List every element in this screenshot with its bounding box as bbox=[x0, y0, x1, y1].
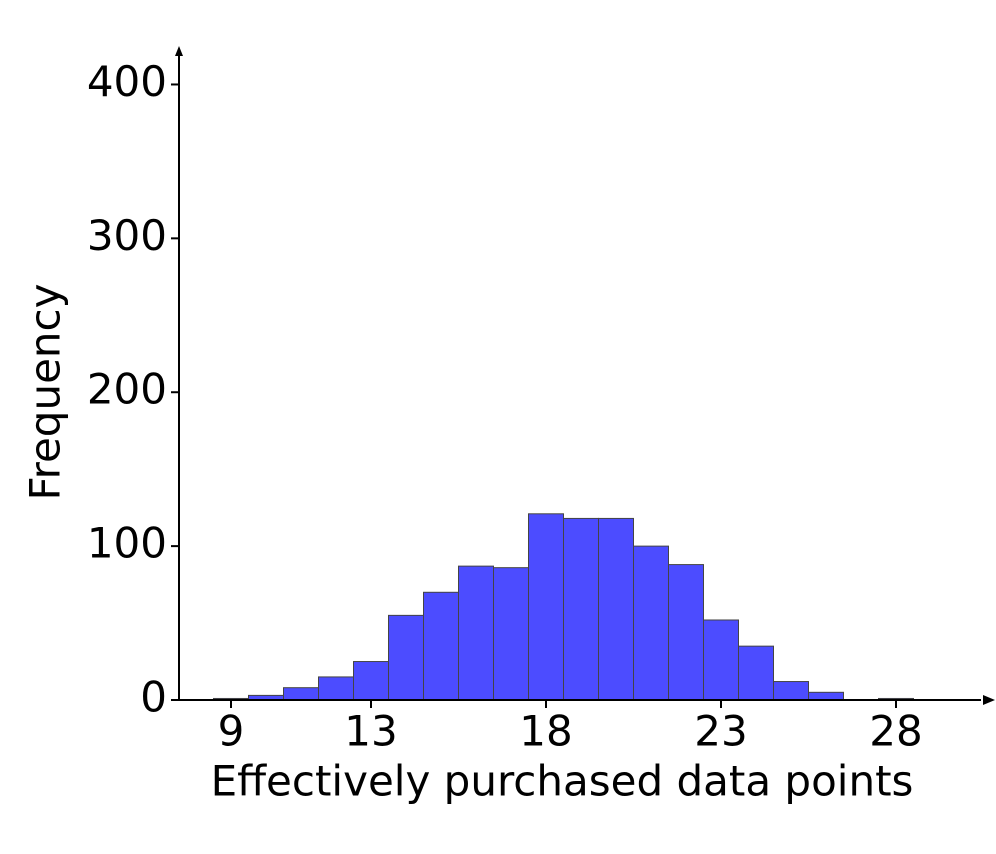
y-tick-label: 100 bbox=[87, 519, 167, 568]
y-tick-label: 300 bbox=[87, 211, 167, 260]
bar bbox=[283, 687, 319, 701]
x-tick-label: 18 bbox=[519, 707, 572, 756]
bar bbox=[423, 591, 459, 701]
bar bbox=[633, 545, 669, 701]
y-tick-label: 400 bbox=[87, 57, 167, 106]
y-axis-label: Frequency bbox=[21, 284, 70, 501]
y-tick-label: 0 bbox=[140, 673, 167, 722]
x-tick-label: 28 bbox=[869, 707, 922, 756]
bar bbox=[598, 517, 634, 701]
bar bbox=[458, 565, 494, 701]
bar bbox=[703, 619, 739, 701]
x-tick-label: 13 bbox=[344, 707, 397, 756]
bar bbox=[773, 681, 809, 701]
bar bbox=[563, 517, 599, 701]
x-axis-label: Effectively purchased data points bbox=[211, 757, 914, 806]
bar bbox=[388, 614, 424, 701]
bar bbox=[738, 645, 774, 701]
y-axis-arrow bbox=[175, 46, 183, 56]
bar bbox=[353, 661, 389, 701]
bar bbox=[528, 513, 564, 701]
bar bbox=[668, 564, 704, 701]
x-tick-label: 23 bbox=[694, 707, 747, 756]
bar bbox=[493, 567, 529, 701]
bar bbox=[808, 691, 844, 701]
bar bbox=[318, 676, 354, 701]
x-tick-label: 9 bbox=[218, 707, 245, 756]
x-axis-arrow bbox=[983, 695, 995, 705]
y-tick-label: 200 bbox=[87, 365, 167, 414]
